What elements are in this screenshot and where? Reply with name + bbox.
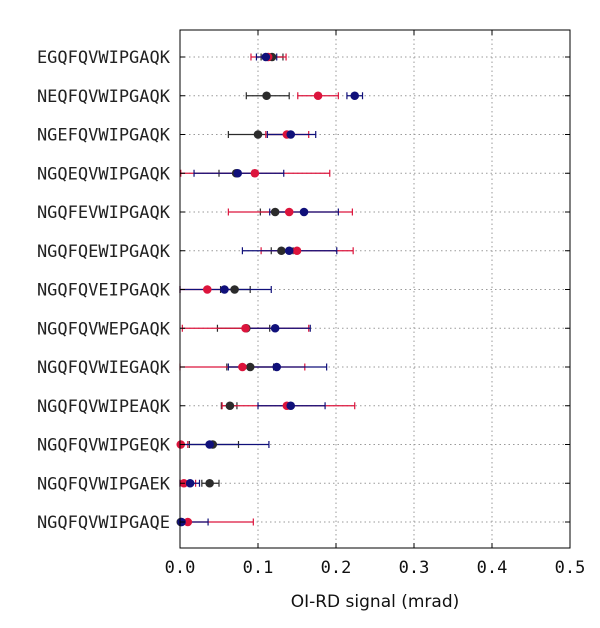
error-bar bbox=[179, 441, 270, 448]
data-point bbox=[233, 168, 243, 178]
data-points bbox=[176, 52, 360, 527]
x-tick-label: 0.0 bbox=[165, 558, 196, 578]
category-label: NGQFQVWIPGAEK bbox=[37, 474, 171, 494]
data-point bbox=[253, 130, 263, 139]
data-point bbox=[250, 168, 260, 178]
data-point bbox=[185, 478, 195, 488]
category-label: NGQFQVWIEGAQK bbox=[37, 358, 171, 378]
category-label: NGQFQVWIPEAQK bbox=[37, 397, 171, 417]
data-point bbox=[230, 285, 239, 294]
data-point bbox=[272, 362, 282, 372]
category-label: EGQFQVWIPGAQK bbox=[37, 48, 171, 68]
grid-lines bbox=[180, 30, 570, 548]
data-point bbox=[225, 401, 235, 411]
category-label: NGQFQEWIPGAQK bbox=[37, 242, 171, 262]
x-tick-label: 0.1 bbox=[243, 558, 274, 578]
data-point bbox=[284, 246, 294, 256]
data-point bbox=[286, 401, 296, 411]
data-point bbox=[292, 246, 302, 256]
data-point bbox=[284, 207, 294, 217]
category-label: NGQFQVEIPGAQK bbox=[37, 281, 171, 301]
category-labels: EGQFQVWIPGAQK NEQFQVWIPGAQK NGEFQVWIPGAQK N… bbox=[37, 48, 570, 533]
data-point bbox=[299, 207, 309, 217]
data-point bbox=[350, 91, 360, 101]
category-label: NGQEQVWIPGAQK bbox=[37, 164, 171, 184]
data-point bbox=[238, 362, 247, 372]
category-label: NGEFQVWIPGAQK bbox=[37, 126, 171, 146]
x-tick-label: 0.5 bbox=[555, 558, 586, 578]
data-point bbox=[286, 130, 296, 139]
x-tick-labels: 0.0 0.1 0.2 0.3 0.4 0.5 bbox=[165, 30, 586, 578]
x-tick-label: 0.2 bbox=[321, 558, 352, 578]
data-point bbox=[277, 246, 286, 256]
data-point bbox=[270, 323, 280, 333]
data-point bbox=[205, 440, 214, 449]
data-point bbox=[220, 285, 229, 294]
data-point bbox=[261, 52, 271, 62]
category-label: NGQFQVWEPGAQK bbox=[37, 319, 171, 339]
data-point bbox=[270, 207, 280, 217]
data-point bbox=[245, 362, 255, 372]
category-label: NEQFQVWIPGAQK bbox=[37, 87, 171, 107]
data-point bbox=[313, 91, 323, 101]
category-label: NGQFQVWIPGAQE bbox=[37, 513, 170, 533]
category-label: NGQFQVWIPGEQK bbox=[37, 436, 171, 456]
data-point bbox=[241, 323, 250, 333]
data-point bbox=[183, 517, 193, 527]
x-tick-label: 0.3 bbox=[399, 558, 430, 578]
category-label: NGQFEVWIPGAQK bbox=[37, 203, 171, 223]
data-point bbox=[205, 478, 214, 488]
data-point bbox=[262, 91, 271, 101]
data-point bbox=[203, 285, 212, 294]
x-tick-label: 0.4 bbox=[477, 558, 508, 578]
x-axis-title: OI-RD signal (mrad) bbox=[291, 592, 460, 612]
